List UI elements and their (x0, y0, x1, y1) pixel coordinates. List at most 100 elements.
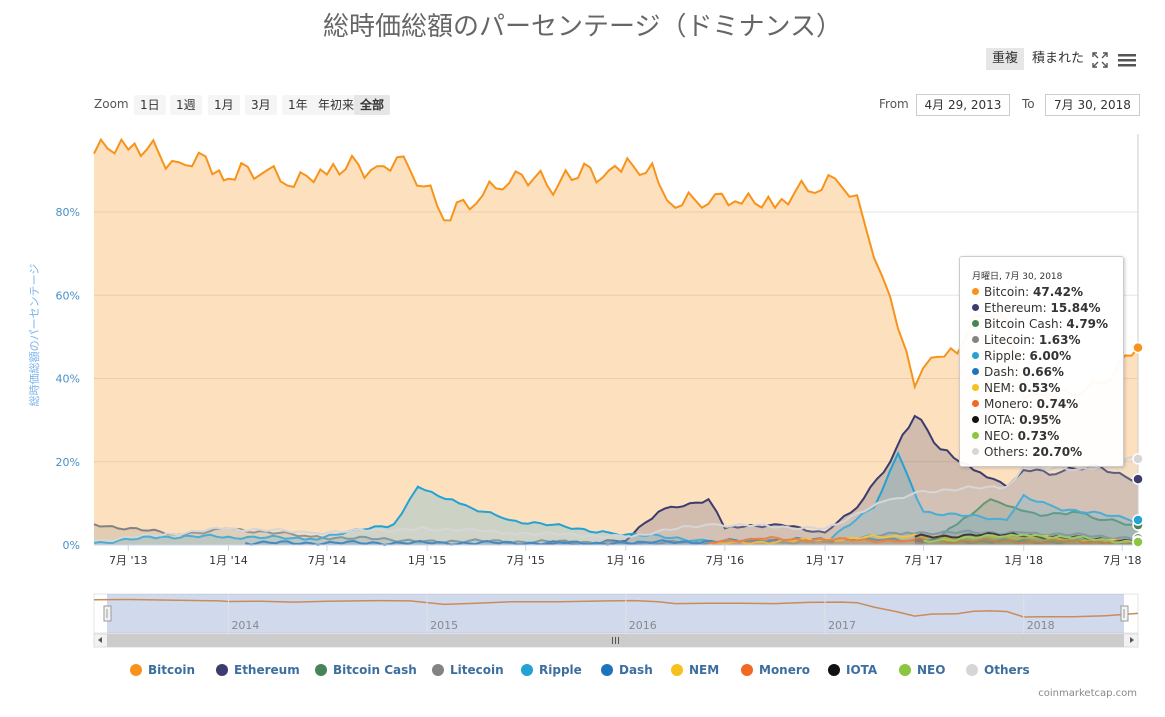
series-end-marker (1132, 536, 1144, 548)
navigator-year-label: 2014 (231, 619, 259, 632)
y-tick-label: 0% (63, 539, 80, 552)
series-line-others[interactable] (93, 455, 1139, 543)
tooltip-series-name: Ethereum (984, 301, 1043, 315)
legend-color-dot-icon (966, 664, 978, 676)
legend-color-dot-icon (432, 664, 444, 676)
legend-label: Bitcoin (148, 663, 196, 677)
legend-color-dot-icon (741, 664, 753, 676)
series-area-others (94, 456, 1138, 545)
tooltip-row: Litecoin: 1.63% (972, 333, 1081, 347)
tooltip-series-name: Others (984, 445, 1025, 459)
legend-item-dash[interactable]: Dash (601, 663, 653, 677)
series-color-dot-icon (972, 336, 979, 343)
series-line-bitcoin[interactable] (93, 137, 1139, 402)
navigator[interactable]: 2014 2015 2016 2017 2018 (93, 593, 1139, 648)
fullscreen-icon[interactable] (1092, 52, 1108, 68)
scroll-right-arrow-icon[interactable] (1130, 637, 1134, 643)
credit-link[interactable]: coinmarketcap.com (1038, 688, 1137, 699)
series-area-ripple (94, 453, 1138, 545)
series-line-bitcoin-cash[interactable] (939, 498, 1139, 538)
zoom-button-5[interactable]: 年初来 (312, 95, 361, 115)
series-color-dot-icon (972, 352, 979, 359)
x-tick-label: 1月 '18 (1004, 554, 1043, 567)
legend-item-litecoin[interactable]: Litecoin (432, 663, 504, 677)
zoom-button-4[interactable]: 1年 (282, 95, 314, 115)
tooltip-series-name: Monero (984, 397, 1029, 411)
legend-item-nem[interactable]: NEM (671, 663, 719, 677)
legend-item-ripple[interactable]: Ripple (521, 663, 582, 677)
navigator-year-label: 2015 (430, 619, 458, 632)
y-tick-label: 60% (56, 289, 80, 302)
tooltip-series-name: Bitcoin (984, 285, 1026, 299)
y-tick-label: 80% (56, 206, 80, 219)
tooltip-series-name: Bitcoin Cash (984, 317, 1059, 331)
zoom-button-6[interactable]: 全部 (354, 95, 391, 115)
stacked-mode-button[interactable]: 積まれた (1032, 51, 1085, 66)
navigator-series-line (93, 598, 1139, 618)
tooltip-row: Others: 20.70% (972, 445, 1082, 459)
x-tick-label: 1月 '14 (209, 554, 248, 567)
legend-color-dot-icon (130, 664, 142, 676)
tooltip-series-value: 0.73% (1017, 429, 1060, 443)
legend-label: NEM (689, 663, 720, 677)
x-tick-label: 7月 '15 (506, 554, 545, 567)
tooltip-series-value: 4.79% (1066, 317, 1109, 331)
series-color-dot-icon (972, 448, 979, 455)
x-tick-label: 1月 '15 (408, 554, 447, 567)
scroll-left-arrow-icon[interactable] (98, 637, 102, 643)
chart-title: 総時価総額のパーセンテージ（ドミナンス） (323, 12, 842, 42)
tooltip-series-name: IOTA (984, 413, 1012, 427)
tooltip-series-value: 15.84% (1050, 301, 1101, 315)
series-area-ethereum (545, 416, 1138, 545)
series-line-neo[interactable] (923, 533, 1139, 544)
legend-item-bitcoin-cash[interactable]: Bitcoin Cash (315, 663, 417, 677)
zoom-button-0[interactable]: 1日 (134, 95, 166, 115)
tooltip-row: Bitcoin: 47.42% (972, 285, 1083, 299)
legend-item-bitcoin[interactable]: Bitcoin (130, 663, 195, 677)
overlap-mode-button[interactable]: 重複 (986, 48, 1025, 70)
y-axis-title: 総時価総額のパーセンテージ (27, 264, 41, 407)
series-line-dash[interactable] (245, 536, 1139, 547)
series-color-dot-icon (972, 416, 979, 423)
tooltip-series-value: 6.00% (1029, 349, 1072, 363)
navigator-year-label: 2017 (828, 619, 856, 632)
x-tick-label: 7月 '16 (706, 554, 745, 567)
tooltip-row: Ripple: 6.00% (972, 349, 1071, 363)
series-color-dot-icon (972, 432, 979, 439)
navigator-mask[interactable] (107, 594, 1124, 633)
legend-item-others[interactable]: Others (966, 663, 1030, 677)
zoom-button-2[interactable]: 1月 (208, 95, 240, 115)
series-line-ripple[interactable] (93, 450, 1139, 545)
tooltip-series-name: Litecoin (984, 333, 1031, 347)
legend-item-neo[interactable]: NEO (899, 663, 945, 677)
legend-color-dot-icon (315, 664, 327, 676)
legend-item-iota[interactable]: IOTA (828, 663, 877, 677)
zoom-button-3[interactable]: 3月 (245, 95, 277, 115)
tooltip-series-value: 0.74% (1036, 397, 1079, 411)
y-tick-label: 40% (56, 373, 80, 386)
to-label: To (1022, 97, 1035, 111)
x-tick-label: 7月 '14 (308, 554, 347, 567)
tooltip-row: Dash: 0.66% (972, 365, 1064, 379)
tooltip-series-name: NEO (984, 429, 1010, 443)
legend-color-dot-icon (671, 664, 683, 676)
series-area-iota (914, 533, 1138, 545)
x-tick-label: 1月 '17 (806, 554, 845, 567)
zoom-button-1[interactable]: 1週 (170, 95, 202, 115)
tooltip-series-value: 0.95% (1019, 413, 1061, 427)
tooltip-row: IOTA: 0.95% (972, 413, 1061, 427)
from-label: From (879, 97, 909, 111)
legend-label: Ripple (539, 663, 582, 677)
tooltip: 月曜日, 7月 30, 2018 Bitcoin: 47.42% Ethereum… (959, 256, 1124, 467)
to-date-input[interactable]: 7月 30, 2018 (1045, 94, 1140, 116)
legend-item-ethereum[interactable]: Ethereum (216, 663, 300, 677)
tooltip-row: Monero: 0.74% (972, 397, 1078, 411)
legend-item-monero[interactable]: Monero (741, 663, 810, 677)
hamburger-menu-icon[interactable] (1118, 52, 1136, 68)
from-date-input[interactable]: 4月 29, 2013 (916, 94, 1010, 116)
series-line-ethereum[interactable] (545, 414, 1139, 546)
legend-label: Dash (619, 663, 653, 677)
tooltip-series-value: 0.66% (1022, 365, 1064, 379)
tooltip-series-value: 0.53% (1018, 381, 1061, 395)
